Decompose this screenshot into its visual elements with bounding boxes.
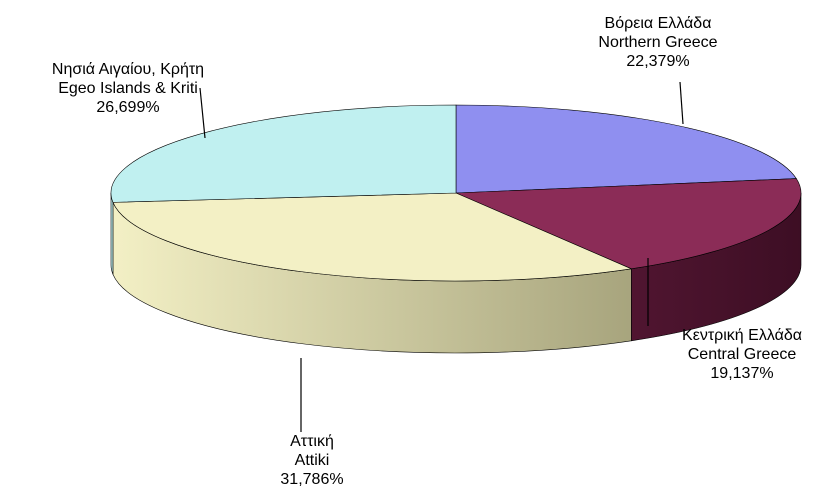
slice-label-english: Egeo Islands & Kriti xyxy=(58,80,198,97)
slice-value: 31,786% xyxy=(280,471,344,488)
slice-label-greek: Νησιά Αιγαίου, Κρήτη xyxy=(51,61,205,78)
pie-side-egeo-islands-kriti xyxy=(110,192,114,275)
pie-slice-central-greece xyxy=(455,178,802,270)
slice-value: 22,379% xyxy=(626,53,690,70)
pie-slice-attiki xyxy=(112,192,633,282)
slice-label-english: Northern Greece xyxy=(598,34,718,51)
slice-label-english: Central Greece xyxy=(687,346,797,363)
slice-label-greek: Κεντρική Ελλάδα xyxy=(682,327,802,344)
leader-line-0 xyxy=(679,81,684,125)
slice-label-english: Attiki xyxy=(294,452,330,469)
slice-label-attiki: Αττική Attiki 31,786% xyxy=(222,432,402,489)
leader-line-3 xyxy=(199,87,206,139)
pie-slice-egeo-islands-kriti xyxy=(110,104,457,203)
slice-label-greek: Αττική xyxy=(290,433,334,450)
pie-slice-northern-greece xyxy=(455,104,797,194)
slice-label-northern-greece: Βόρεια Ελλάδα Northern Greece 22,379% xyxy=(548,14,768,71)
slice-value: 26,699% xyxy=(96,99,160,116)
slice-label-egeo-islands-kriti: Νησιά Αιγαίου, Κρήτη Egeo Islands & Krit… xyxy=(0,60,256,117)
slice-label-greek: Βόρεια Ελλάδα xyxy=(604,15,712,32)
slice-value: 19,137% xyxy=(710,365,774,382)
slice-label-central-greece: Κεντρική Ελλάδα Central Greece 19,137% xyxy=(642,326,836,383)
